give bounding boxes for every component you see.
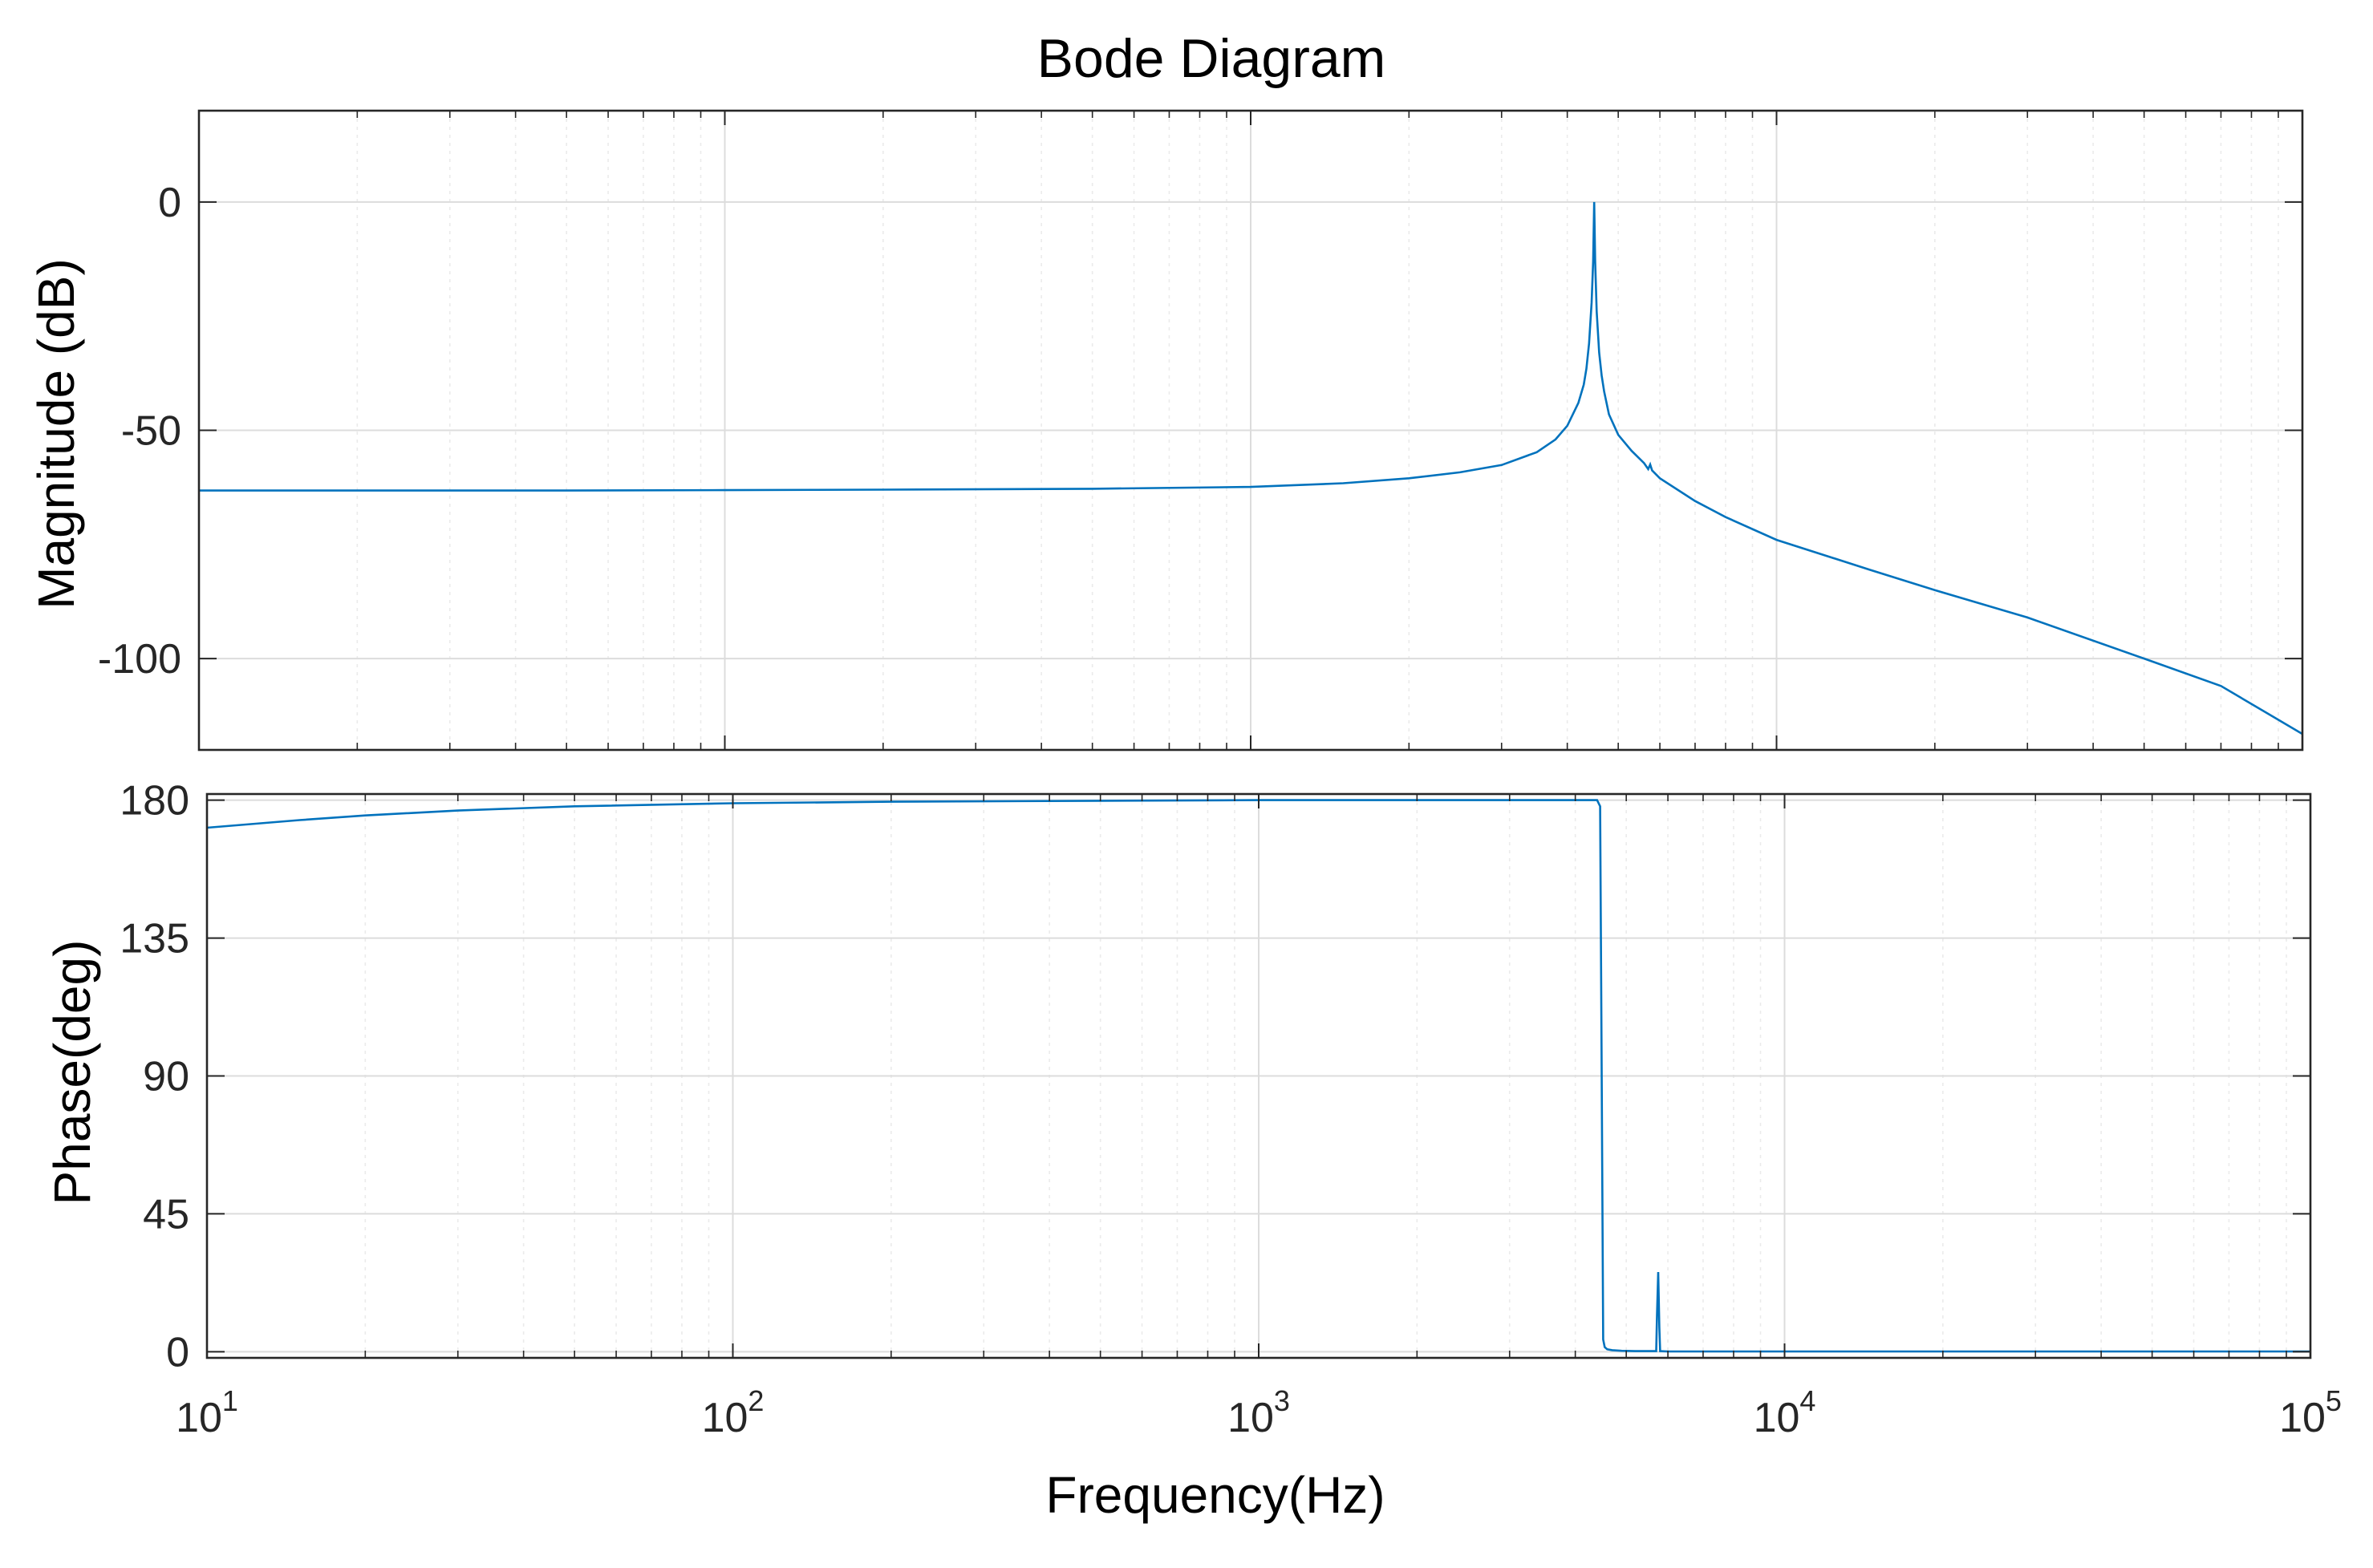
y-tick-label: 135 xyxy=(120,916,189,962)
y-tick-label: 45 xyxy=(143,1191,189,1238)
y-tick-label: 180 xyxy=(120,778,189,825)
x-tick-label: 102 xyxy=(702,1384,765,1441)
magnitude-panel: 0 -50 -100 Magnitude (dB) xyxy=(27,109,2304,752)
phase-panel: 180 135 90 45 0 101 102 103 104 105 Phase(deg) F… xyxy=(43,778,2342,1524)
x-tick-label: 103 xyxy=(1227,1384,1290,1441)
x-tick-label: 101 xyxy=(176,1384,238,1441)
magnitude-grid xyxy=(198,111,2302,750)
y-tick-label: 0 xyxy=(158,180,181,226)
y-tick-label: 90 xyxy=(143,1054,189,1100)
phase-tick-marks xyxy=(206,794,2310,1358)
y-tick-label: -100 xyxy=(98,636,181,683)
magnitude-tick-marks xyxy=(198,111,2302,750)
x-tick-label: 105 xyxy=(2279,1384,2342,1441)
magnitude-ylabel: Magnitude (dB) xyxy=(27,258,85,610)
y-tick-label: 0 xyxy=(166,1329,189,1376)
frequency-xlabel: Frequency(Hz) xyxy=(1045,1466,1385,1524)
x-tick-label: 104 xyxy=(1754,1384,1816,1441)
phase-ytick-labels: 180 135 90 45 0 xyxy=(120,778,189,1376)
chart-title: Bode Diagram xyxy=(1037,28,1386,89)
frequency-xtick-labels: 101 102 103 104 105 xyxy=(176,1384,2342,1441)
y-tick-label: -50 xyxy=(121,408,181,455)
magnitude-ytick-labels: 0 -50 -100 xyxy=(98,180,181,683)
phase-ylabel: Phase(deg) xyxy=(43,940,101,1205)
magnitude-series-line xyxy=(199,201,2303,735)
